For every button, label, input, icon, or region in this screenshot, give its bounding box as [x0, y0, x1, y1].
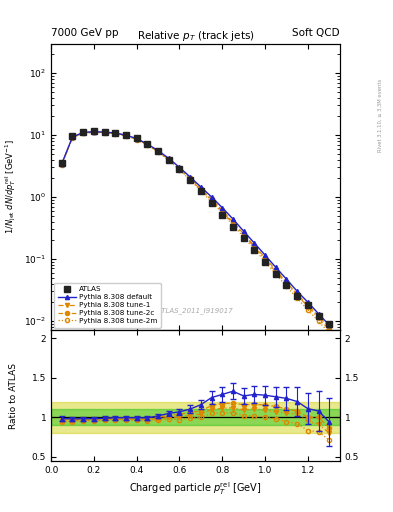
Title: Relative $p_T$ (track jets): Relative $p_T$ (track jets) [137, 29, 254, 44]
X-axis label: Charged particle $p_T^{\rm rel}$ [GeV]: Charged particle $p_T^{\rm rel}$ [GeV] [129, 480, 262, 497]
Text: ATLAS_2011_I919017: ATLAS_2011_I919017 [158, 307, 233, 314]
Legend: ATLAS, Pythia 8.308 default, Pythia 8.308 tune-1, Pythia 8.308 tune-2c, Pythia 8: ATLAS, Pythia 8.308 default, Pythia 8.30… [54, 283, 160, 328]
Text: Rivet 3.1.10, ≥ 3.3M events: Rivet 3.1.10, ≥ 3.3M events [378, 79, 383, 152]
Y-axis label: Ratio to ATLAS: Ratio to ATLAS [9, 362, 18, 429]
Text: 7000 GeV pp: 7000 GeV pp [51, 28, 119, 38]
Text: Soft QCD: Soft QCD [292, 28, 340, 38]
Y-axis label: $1/N_{\rm jet}$ $dN/dp_T^{\rm rel}$ [GeV$^{-1}$]: $1/N_{\rm jet}$ $dN/dp_T^{\rm rel}$ [GeV… [4, 139, 18, 234]
